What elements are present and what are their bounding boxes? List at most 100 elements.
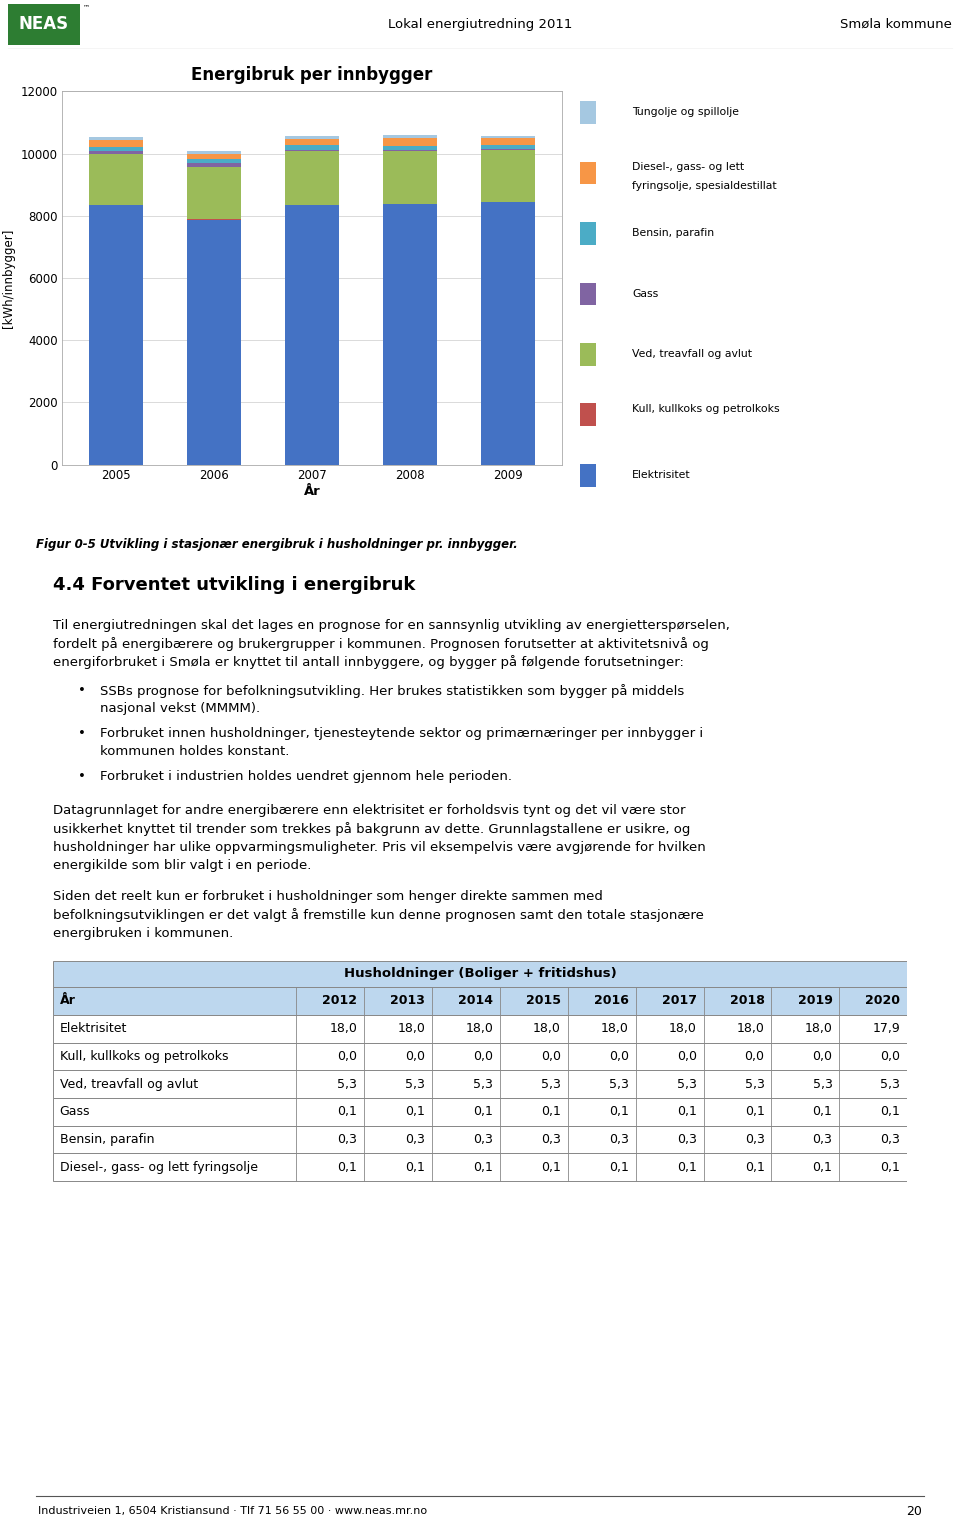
Text: 2012: 2012 <box>323 995 357 1007</box>
Bar <box>481 203 535 465</box>
Bar <box>187 163 241 168</box>
Text: 0,3: 0,3 <box>609 1133 629 1145</box>
Bar <box>53 1071 907 1098</box>
Text: 18,0: 18,0 <box>533 1022 561 1036</box>
Text: 2019: 2019 <box>798 995 832 1007</box>
Title: Energibruk per innbygger: Energibruk per innbygger <box>191 67 433 84</box>
Text: 0,1: 0,1 <box>812 1106 832 1118</box>
Text: kommunen holdes konstant.: kommunen holdes konstant. <box>100 745 289 758</box>
Bar <box>89 137 143 140</box>
Text: 2013: 2013 <box>391 995 425 1007</box>
Bar <box>383 136 437 137</box>
Text: 0,3: 0,3 <box>541 1133 561 1145</box>
Text: 0,1: 0,1 <box>473 1161 493 1174</box>
Text: 0,3: 0,3 <box>745 1133 764 1145</box>
Text: 0,0: 0,0 <box>812 1049 832 1063</box>
Text: Kull, kullkoks og petrolkoks: Kull, kullkoks og petrolkoks <box>633 404 780 414</box>
Text: husholdninger har ulike oppvarmingsmuligheter. Pris vil eksempelvis være avgjøre: husholdninger har ulike oppvarmingsmulig… <box>53 841 706 854</box>
Text: 2016: 2016 <box>594 995 629 1007</box>
Text: fyringsolje, spesialdestillat: fyringsolje, spesialdestillat <box>633 181 777 190</box>
Text: 5,3: 5,3 <box>880 1078 900 1090</box>
Text: ™: ™ <box>83 5 89 9</box>
Bar <box>481 139 535 146</box>
Text: 0,0: 0,0 <box>745 1049 764 1063</box>
Text: Bensin, parafin: Bensin, parafin <box>60 1133 155 1145</box>
Text: 0,1: 0,1 <box>609 1161 629 1174</box>
Text: 5,3: 5,3 <box>473 1078 493 1090</box>
Text: befolkningsutviklingen er det valgt å fremstille kun denne prognosen samt den to: befolkningsutviklingen er det valgt å fr… <box>53 909 704 923</box>
Text: Diesel-, gass- og lett: Diesel-, gass- og lett <box>633 161 744 172</box>
Text: 17,9: 17,9 <box>873 1022 900 1036</box>
Text: 0,1: 0,1 <box>338 1106 357 1118</box>
Text: 18,0: 18,0 <box>804 1022 832 1036</box>
Text: fordelt på energibærere og brukergrupper i kommunen. Prognosen forutsetter at ak: fordelt på energibærere og brukergrupper… <box>53 637 708 652</box>
Bar <box>89 206 143 465</box>
Text: 5,3: 5,3 <box>745 1078 764 1090</box>
Text: 5,3: 5,3 <box>405 1078 425 1090</box>
Bar <box>53 1014 907 1043</box>
Bar <box>89 154 143 204</box>
Bar <box>285 206 339 465</box>
Bar <box>580 343 596 366</box>
Text: 0,1: 0,1 <box>880 1106 900 1118</box>
Text: 4.4 Forventet utvikling i energibruk: 4.4 Forventet utvikling i energibruk <box>53 576 415 594</box>
Text: Tungolje og spillolje: Tungolje og spillolje <box>633 108 739 117</box>
Text: 18,0: 18,0 <box>601 1022 629 1036</box>
Bar <box>580 404 596 426</box>
Text: 18,0: 18,0 <box>669 1022 697 1036</box>
Text: Kull, kullkoks og petrolkoks: Kull, kullkoks og petrolkoks <box>60 1049 228 1063</box>
Bar <box>53 1098 907 1125</box>
Text: 0,1: 0,1 <box>405 1161 425 1174</box>
Text: 0,3: 0,3 <box>880 1133 900 1145</box>
Bar <box>187 154 241 160</box>
Bar <box>285 151 339 204</box>
Bar <box>53 1125 907 1153</box>
Text: Ved, treavfall og avlut: Ved, treavfall og avlut <box>633 349 753 359</box>
Text: 2020: 2020 <box>865 995 900 1007</box>
Text: Bensin, parafin: Bensin, parafin <box>633 228 714 239</box>
Text: Lokal energiutredning 2011: Lokal energiutredning 2011 <box>388 18 572 30</box>
Text: Forbruket innen husholdninger, tjenesteytende sektor og primærnæringer per innby: Forbruket innen husholdninger, tjenestey… <box>100 726 703 740</box>
Bar <box>383 137 437 146</box>
Text: 2014: 2014 <box>458 995 493 1007</box>
Text: 0,1: 0,1 <box>880 1161 900 1174</box>
Text: 18,0: 18,0 <box>466 1022 493 1036</box>
Text: 0,1: 0,1 <box>541 1106 561 1118</box>
Text: Gass: Gass <box>60 1106 90 1118</box>
Bar <box>383 204 437 465</box>
Text: Husholdninger (Boliger + fritidshus): Husholdninger (Boliger + fritidshus) <box>344 967 616 981</box>
Text: 0,0: 0,0 <box>541 1049 561 1063</box>
Bar <box>383 151 437 204</box>
Text: Gass: Gass <box>633 289 659 299</box>
Text: 0,1: 0,1 <box>473 1106 493 1118</box>
Y-axis label: [kWh/innbygger]: [kWh/innbygger] <box>2 228 14 327</box>
Text: 0,1: 0,1 <box>541 1161 561 1174</box>
Text: 18,0: 18,0 <box>397 1022 425 1036</box>
Bar <box>285 149 339 151</box>
Text: År: År <box>60 995 76 1007</box>
Bar <box>580 161 596 184</box>
Text: 2015: 2015 <box>526 995 561 1007</box>
Text: NEAS: NEAS <box>18 15 69 34</box>
Text: Diesel-, gass- og lett fyringsolje: Diesel-, gass- og lett fyringsolje <box>60 1161 257 1174</box>
Text: Elektrisitet: Elektrisitet <box>633 471 691 480</box>
Text: 0,0: 0,0 <box>337 1049 357 1063</box>
Bar <box>580 222 596 245</box>
Text: Til energiutredningen skal det lages en prognose for en sannsynlig utvikling av : Til energiutredningen skal det lages en … <box>53 618 730 632</box>
Text: 0,1: 0,1 <box>745 1106 764 1118</box>
Bar <box>481 136 535 139</box>
Text: 0,1: 0,1 <box>609 1106 629 1118</box>
X-axis label: År: År <box>303 486 321 498</box>
Bar <box>53 987 907 1014</box>
Text: energibruken i kommunen.: energibruken i kommunen. <box>53 926 233 940</box>
Text: 5,3: 5,3 <box>541 1078 561 1090</box>
Text: 18,0: 18,0 <box>736 1022 764 1036</box>
Bar <box>285 136 339 139</box>
Bar <box>580 282 596 306</box>
Text: usikkerhet knyttet til trender som trekkes på bakgrunn av dette. Grunnlagstallen: usikkerhet knyttet til trender som trekk… <box>53 822 690 836</box>
Text: 0,3: 0,3 <box>812 1133 832 1145</box>
Bar <box>580 465 596 487</box>
Text: 0,1: 0,1 <box>745 1161 764 1174</box>
Text: SSBs prognose for befolkningsutvikling. Her brukes statistikken som bygger på mi: SSBs prognose for befolkningsutvikling. … <box>100 684 684 698</box>
Text: •: • <box>79 771 86 783</box>
